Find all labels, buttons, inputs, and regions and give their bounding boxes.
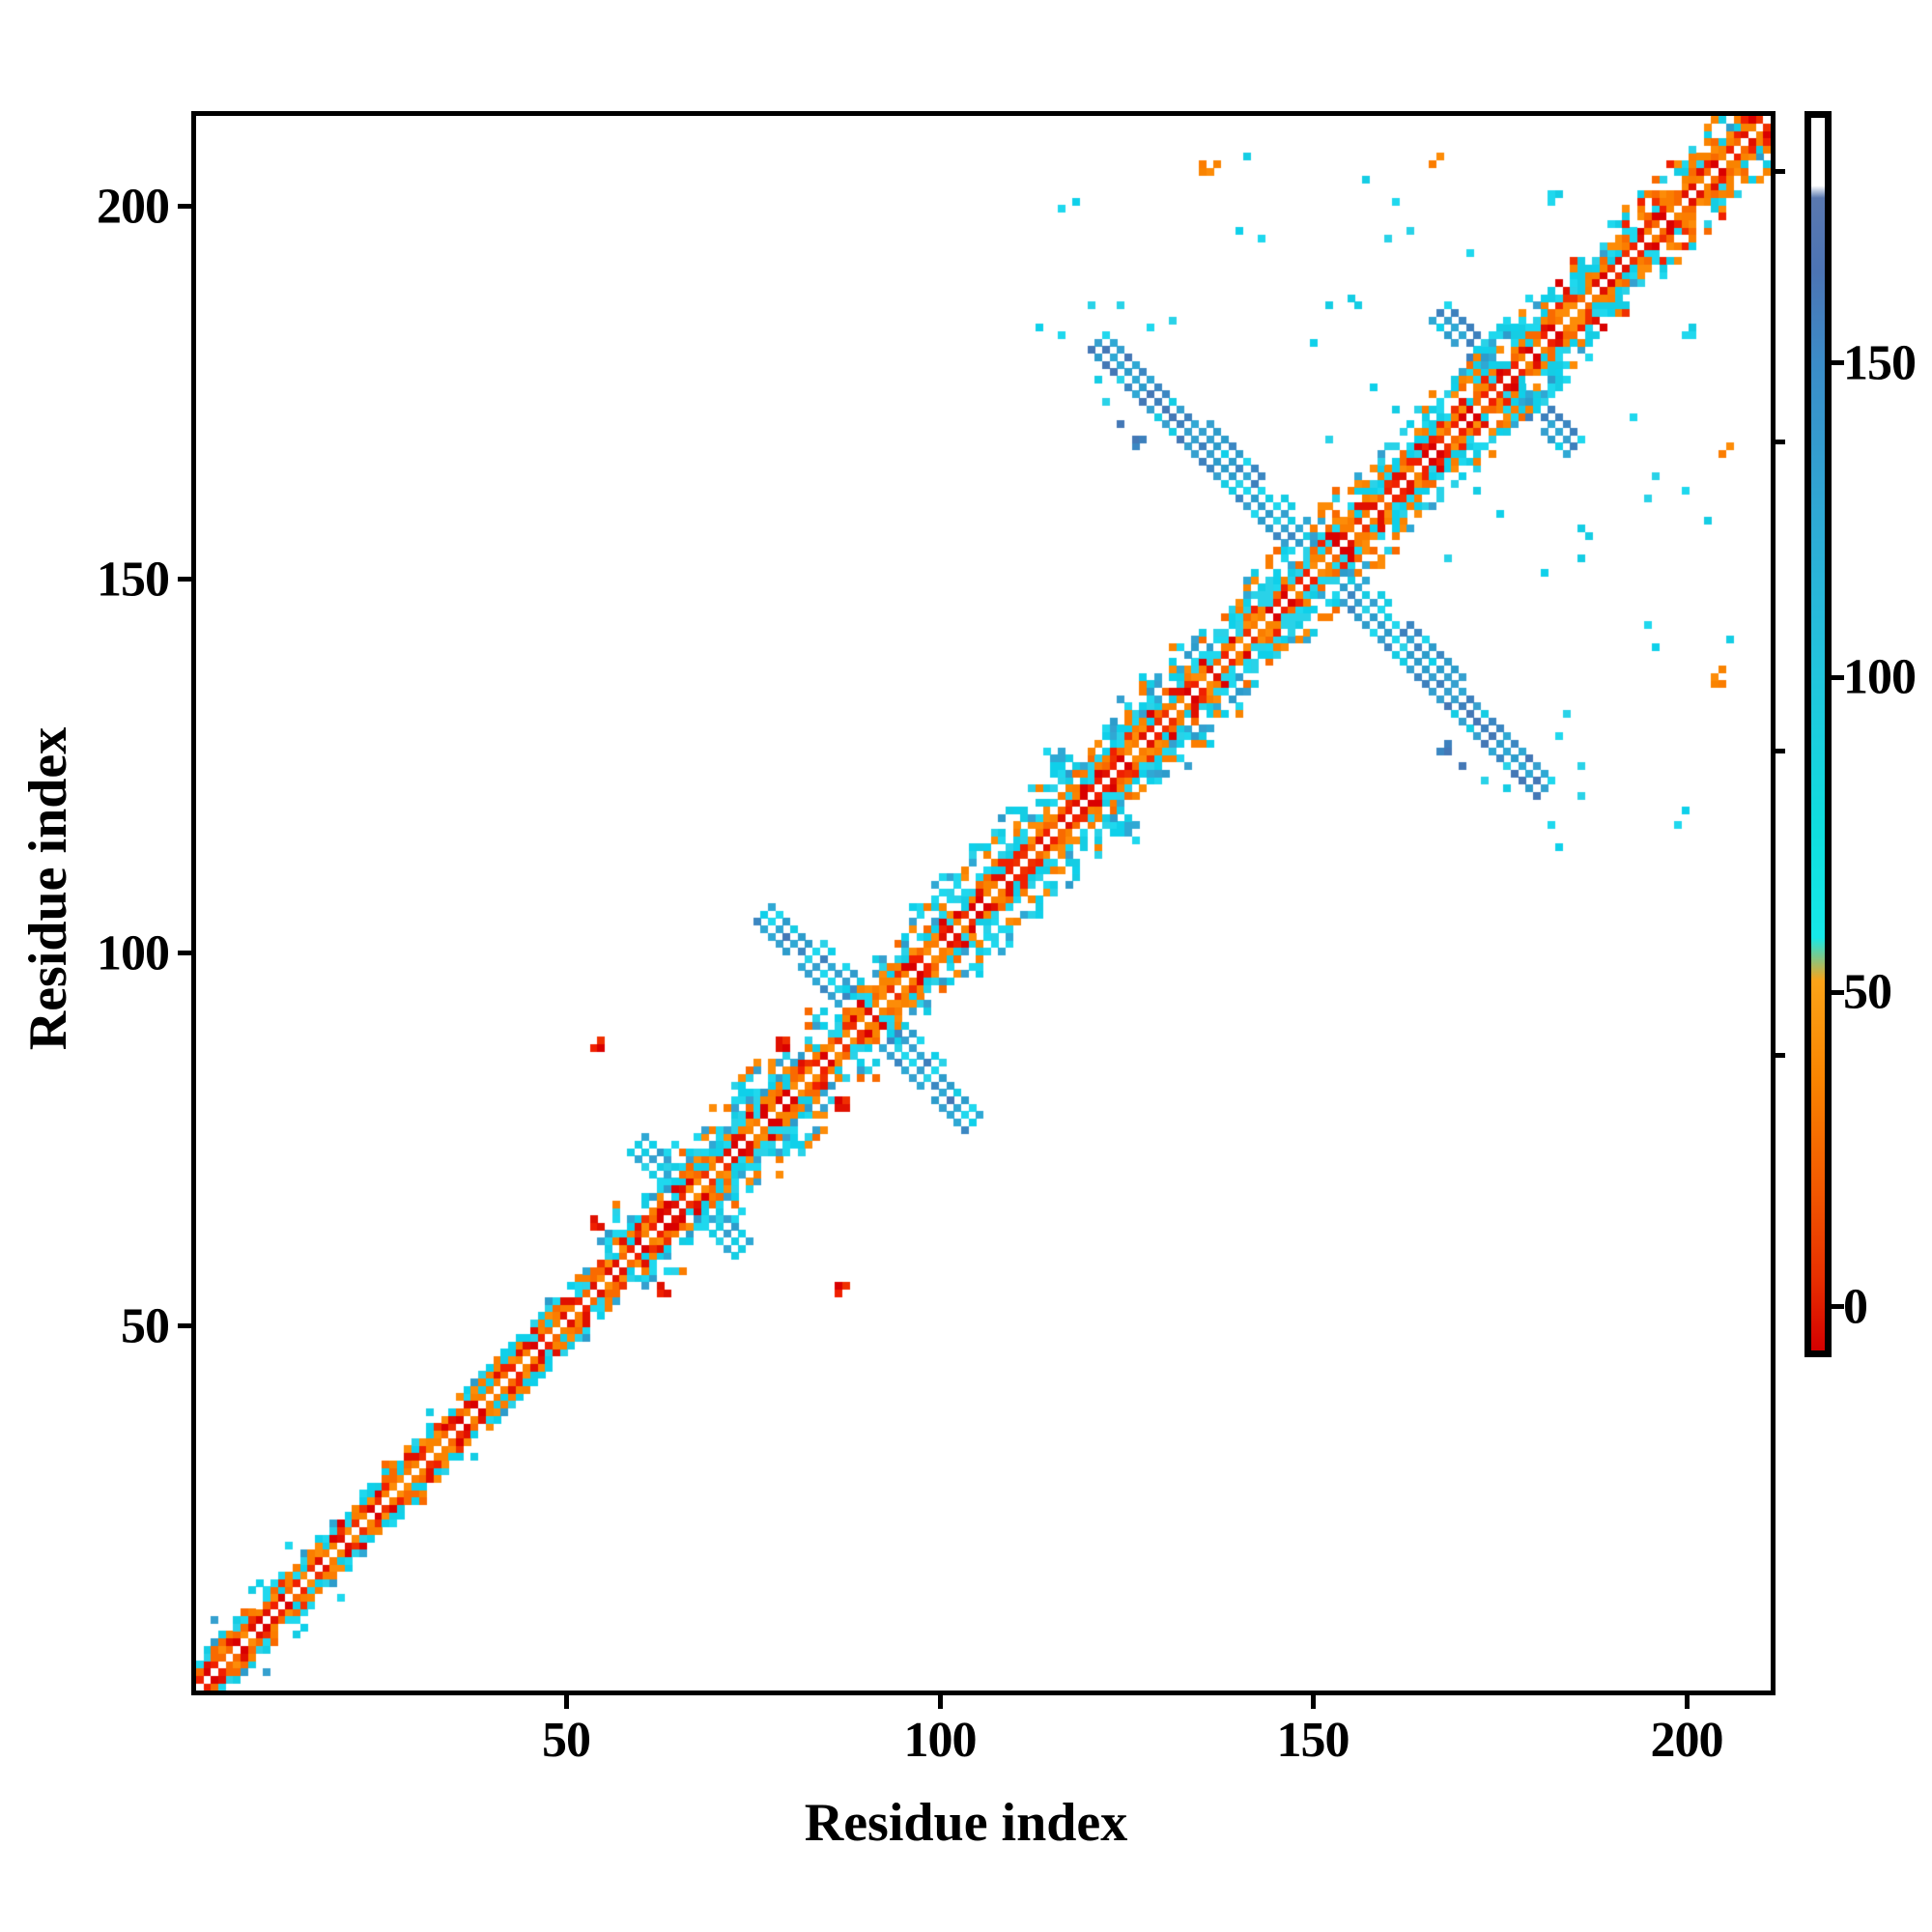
colorbar-label-100: 100	[1843, 649, 1917, 705]
colorbar-tick-0	[1832, 1304, 1844, 1310]
y-axis-title: Residue index	[18, 726, 78, 1051]
colorbar-minor-tick-3	[1774, 749, 1785, 753]
x-ticklabel-200: 200	[1650, 1713, 1724, 1768]
colorbar-minor-tick-2	[1774, 440, 1785, 444]
colorbar-minor-tick-1	[1774, 169, 1785, 174]
colorbar-label-150: 150	[1843, 335, 1917, 391]
plot-area	[191, 111, 1776, 1695]
x-tick-50	[564, 1695, 569, 1709]
x-tick-150	[1311, 1695, 1316, 1709]
colorbar	[1804, 111, 1832, 1357]
x-ticklabel-50: 50	[542, 1713, 591, 1768]
colorbar-tick-100	[1832, 674, 1844, 680]
colorbar-tick-50	[1832, 989, 1844, 995]
colorbar-tick-150	[1832, 360, 1844, 366]
contact-map-heatmap	[196, 116, 1771, 1690]
x-ticklabel-150: 150	[1276, 1713, 1350, 1768]
y-ticklabel-100: 100	[97, 925, 170, 981]
colorbar-minor-tick-4	[1774, 1053, 1785, 1058]
y-ticklabel-50: 50	[121, 1298, 170, 1354]
y-tick-100	[178, 951, 191, 955]
x-tick-100	[938, 1695, 943, 1709]
x-ticklabel-100: 100	[903, 1713, 978, 1768]
x-axis-title: Residue index	[804, 1793, 1128, 1853]
y-tick-200	[178, 204, 191, 209]
y-axis-title-wrap: Residue index	[0, 618, 97, 1159]
x-tick-200	[1685, 1695, 1690, 1709]
colorbar-label-50: 50	[1843, 964, 1892, 1020]
y-ticklabel-150: 150	[97, 552, 170, 608]
y-tick-150	[178, 577, 191, 582]
y-tick-50	[178, 1323, 191, 1328]
colorbar-gradient	[1811, 118, 1825, 1350]
colorbar-label-0: 0	[1843, 1279, 1868, 1335]
y-ticklabel-200: 200	[97, 179, 170, 235]
